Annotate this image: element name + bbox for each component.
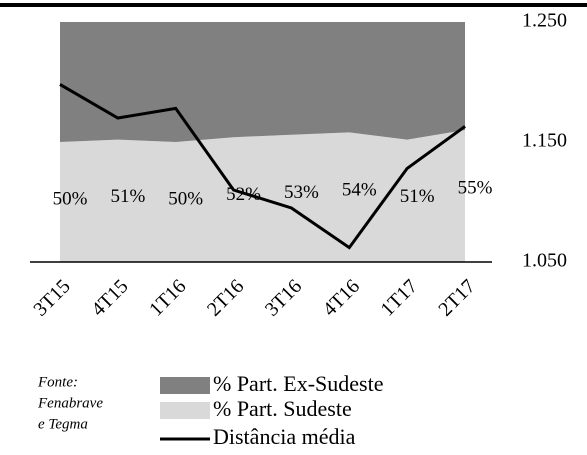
x-tick-label: 4T16 <box>319 275 364 320</box>
legend-swatch <box>160 402 210 419</box>
y2-tick-label: 1.150 <box>522 130 567 152</box>
data-label: 51% <box>110 186 145 207</box>
x-tick-label: 3T15 <box>29 275 74 320</box>
data-label: 55% <box>458 177 493 198</box>
x-tick-label: 1T16 <box>145 275 190 320</box>
data-label: 51% <box>400 186 435 207</box>
x-tick-label: 4T15 <box>87 275 132 320</box>
x-tick-label: 2T17 <box>434 275 479 320</box>
legend-swatch <box>160 377 210 394</box>
legend-label: % Part. Sudeste <box>213 396 352 421</box>
data-label: 50% <box>168 188 203 209</box>
source-note: e Tegma <box>38 416 88 432</box>
area-ex-sudeste <box>60 22 465 142</box>
legend-label: Distância média <box>213 424 356 449</box>
x-tick-label: 2T16 <box>203 275 248 320</box>
y2-tick-label: 1.250 <box>522 10 567 32</box>
source-note: Fonte: <box>37 374 78 390</box>
line-distancia <box>59 83 466 250</box>
legend-label: % Part. Ex-Sudeste <box>213 371 383 396</box>
x-tick-label: 1T17 <box>377 275 422 320</box>
x-tick-label: 3T16 <box>261 275 306 320</box>
y2-tick-label: 1.050 <box>522 250 567 272</box>
source-note: Fenabrave <box>37 395 103 411</box>
data-label: 54% <box>342 180 377 201</box>
data-label: 50% <box>53 188 88 209</box>
data-label: 53% <box>284 182 319 203</box>
